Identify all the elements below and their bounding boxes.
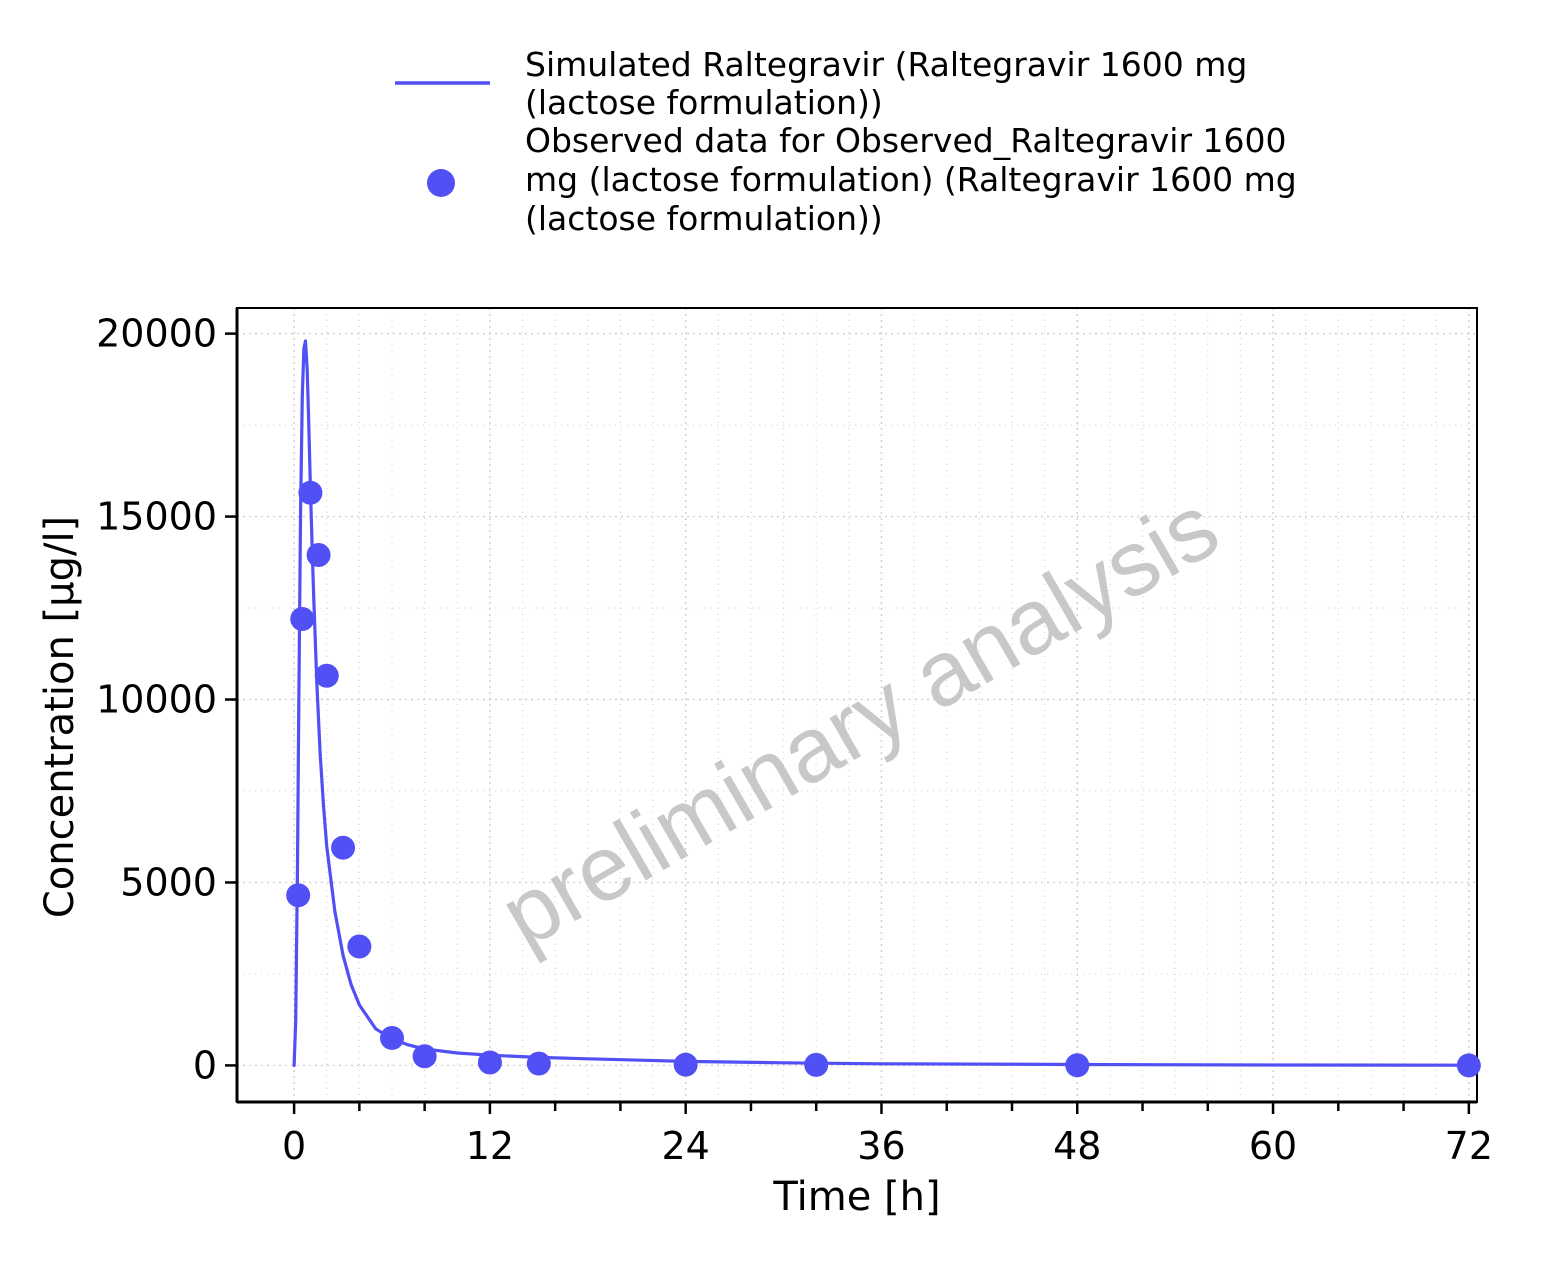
legend-label-simulated: Simulated Raltegravir (Raltegravir 1600 …	[525, 45, 1247, 84]
legend-label-observed: Observed data for Observed_Raltegravir 1…	[525, 121, 1287, 160]
x-tick-label: 24	[662, 1124, 710, 1168]
observed-data-point	[347, 934, 372, 959]
observed-data-point	[1065, 1053, 1090, 1078]
plot-area: preliminary analysis 0 12 24 36 48 60 72 0 5000 1…	[96, 307, 1493, 1168]
observed-data-point	[412, 1044, 437, 1069]
observed-data-point	[804, 1052, 829, 1077]
observed-data-point	[286, 883, 311, 908]
observed-data-point	[477, 1050, 502, 1075]
x-tick-label: 12	[466, 1124, 514, 1168]
y-tick-label: 10000	[96, 678, 217, 722]
observed-data-point	[314, 663, 339, 688]
y-tick-label: 15000	[96, 495, 217, 539]
observed-data-point	[1456, 1053, 1481, 1078]
legend-point-marker	[427, 169, 455, 197]
observed-data-point	[331, 835, 356, 860]
observed-data-point	[673, 1052, 698, 1077]
x-axis-title: Time [h]	[772, 1174, 940, 1220]
observed-data-point	[306, 542, 331, 567]
y-tick-label: 20000	[96, 312, 217, 356]
observed-data-point	[290, 607, 315, 632]
simulated-series-line	[292, 339, 1471, 1067]
observed-data-point	[526, 1051, 551, 1076]
legend-label-observed: mg (lactose formulation) (Raltegravir 16…	[525, 160, 1297, 199]
legend-label-simulated: (lactose formulation))	[525, 83, 883, 122]
y-tick-label: 5000	[120, 860, 217, 904]
observed-data-point	[298, 480, 323, 505]
y-tick-label: 0	[193, 1043, 217, 1087]
observed-data-point	[380, 1025, 404, 1050]
grid-lines	[237, 308, 1477, 1102]
legend-label-observed: (lactose formulation))	[525, 199, 883, 238]
axes: 0 12 24 36 48 60 72 0 5000 10000 15000 20000	[96, 308, 1493, 1168]
x-tick-label: 48	[1053, 1124, 1101, 1168]
x-tick-label: 60	[1249, 1124, 1297, 1168]
watermark-text: preliminary analysis	[484, 475, 1235, 967]
x-tick-label: 0	[282, 1124, 306, 1168]
x-tick-label: 72	[1445, 1124, 1493, 1168]
series-layer	[286, 339, 1481, 1078]
y-axis-title: Concentration [µg/l]	[37, 516, 83, 918]
legend: Simulated Raltegravir (Raltegravir 1600 …	[395, 45, 1297, 238]
x-tick-label: 36	[857, 1124, 905, 1168]
